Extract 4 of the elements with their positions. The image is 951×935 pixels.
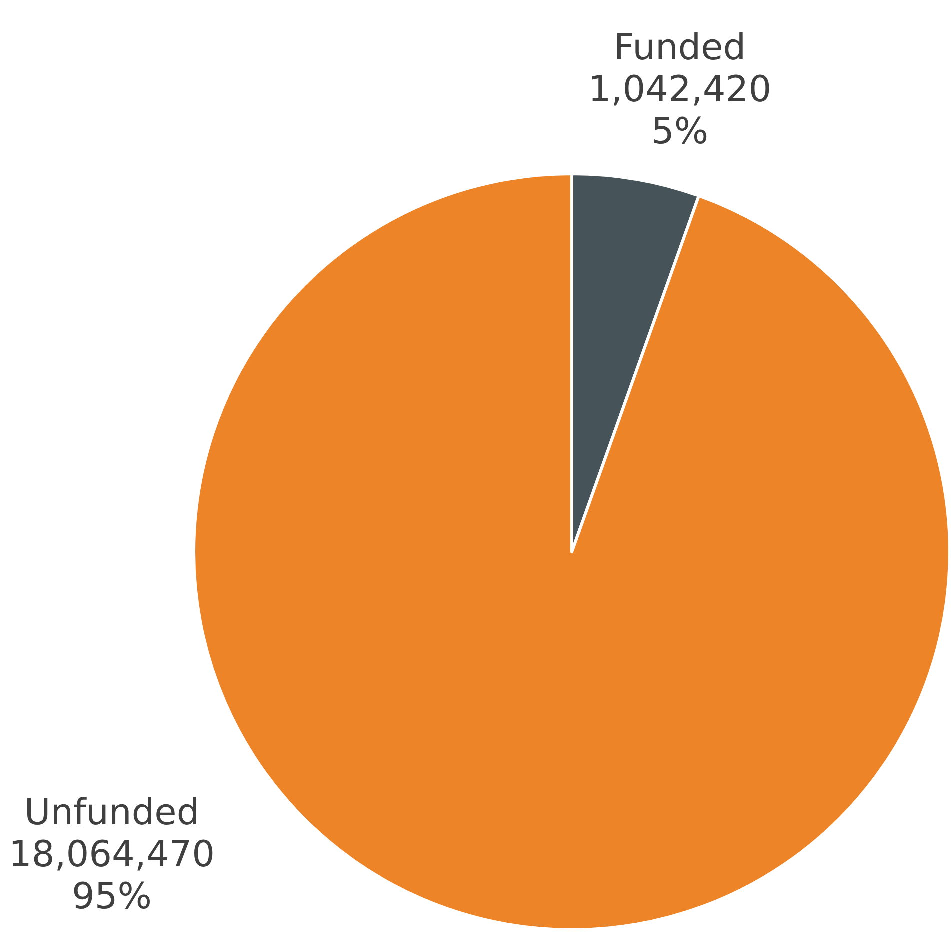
- slice-label: Funded: [614, 28, 746, 68]
- data-label: 18,064,470 95%: [8, 834, 216, 918]
- data-label: 1,042,420 5%: [588, 70, 772, 152]
- slice-label: Unfunded: [24, 792, 200, 834]
